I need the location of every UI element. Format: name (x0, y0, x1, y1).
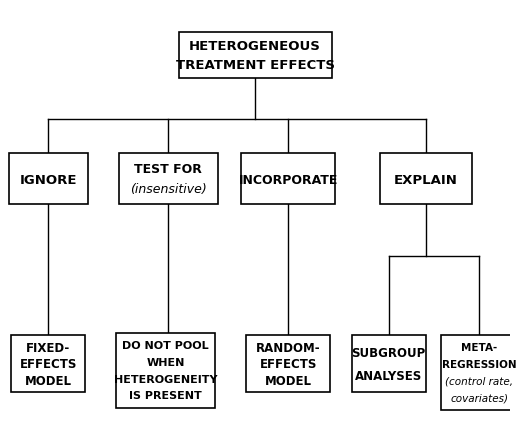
Text: REGRESSION: REGRESSION (442, 360, 517, 370)
Text: HETEROGENEITY: HETEROGENEITY (114, 374, 218, 385)
Text: META-: META- (461, 344, 497, 354)
Text: TEST FOR: TEST FOR (134, 163, 202, 176)
Text: SUBGROUP: SUBGROUP (351, 347, 426, 360)
FancyBboxPatch shape (9, 153, 88, 204)
FancyBboxPatch shape (178, 32, 332, 78)
FancyBboxPatch shape (241, 153, 335, 204)
Text: covariates): covariates) (450, 393, 508, 404)
Text: DO NOT POOL: DO NOT POOL (122, 341, 209, 351)
Text: IGNORE: IGNORE (20, 174, 77, 187)
Text: MODEL: MODEL (265, 374, 312, 388)
Text: HETEROGENEOUS: HETEROGENEOUS (189, 40, 321, 53)
Text: (insensitive): (insensitive) (130, 183, 207, 196)
Text: ANALYSES: ANALYSES (355, 370, 422, 383)
FancyBboxPatch shape (116, 333, 215, 408)
FancyBboxPatch shape (246, 335, 330, 392)
Text: (control rate,: (control rate, (446, 377, 514, 387)
FancyBboxPatch shape (351, 335, 426, 392)
Text: MODEL: MODEL (25, 374, 72, 388)
Text: EFFECTS: EFFECTS (259, 358, 317, 371)
Text: INCORPORATE: INCORPORATE (238, 174, 338, 187)
Text: EXPLAIN: EXPLAIN (394, 174, 458, 187)
Text: FIXED-: FIXED- (26, 342, 71, 355)
Text: RANDOM-: RANDOM- (256, 342, 321, 355)
Text: TREATMENT EFFECTS: TREATMENT EFFECTS (176, 59, 335, 72)
FancyBboxPatch shape (380, 153, 472, 204)
Text: WHEN: WHEN (146, 358, 185, 368)
FancyBboxPatch shape (441, 335, 518, 410)
FancyBboxPatch shape (119, 153, 218, 204)
Text: IS PRESENT: IS PRESENT (129, 391, 202, 401)
Text: EFFECTS: EFFECTS (20, 358, 77, 371)
FancyBboxPatch shape (12, 335, 85, 392)
